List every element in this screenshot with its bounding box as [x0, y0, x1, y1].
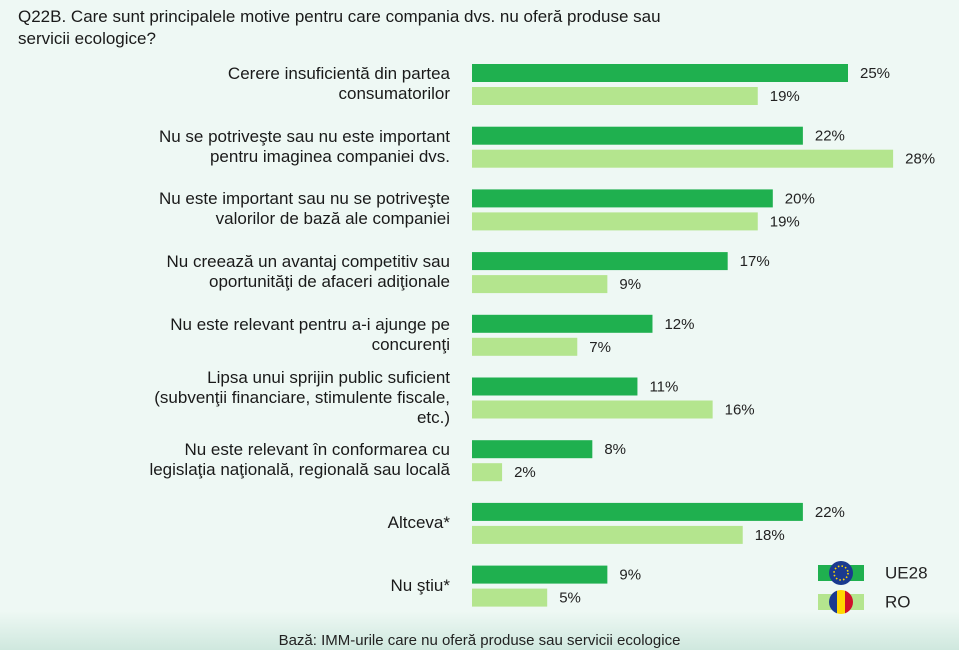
bar — [472, 440, 593, 459]
value-label: 9% — [619, 276, 641, 293]
footnote: Bază: IMM-urile care nu oferă produse sa… — [278, 632, 681, 649]
value-label: 8% — [604, 441, 626, 458]
category-label: Nu este important sau nu se potriveşte v… — [158, 189, 450, 229]
bar — [472, 149, 894, 168]
bar — [472, 565, 608, 584]
category-label: Altceva* — [387, 512, 450, 532]
bar — [472, 525, 743, 544]
value-label: 2% — [514, 464, 536, 481]
bar — [472, 126, 803, 145]
category-label: Nu este relevant pentru a-i ajunge pe co… — [170, 314, 450, 354]
bar — [472, 212, 758, 231]
value-label: 18% — [755, 527, 785, 544]
category-label: Nu ştiu* — [390, 575, 450, 595]
eu-flag — [829, 561, 853, 585]
value-label: 22% — [815, 128, 845, 145]
category-label: Cerere insuficientă din partea consumato… — [227, 64, 450, 103]
bar — [472, 337, 578, 356]
bar — [472, 252, 728, 271]
value-label: 17% — [740, 253, 770, 270]
value-label: 9% — [619, 567, 641, 584]
bar — [472, 64, 848, 82]
category-label: Nu creează un avantaj competitiv sau opo… — [166, 252, 451, 292]
value-label: 16% — [725, 401, 755, 418]
value-label: 22% — [815, 504, 845, 521]
value-label: 7% — [589, 339, 611, 356]
chart-title: Q22B. Care sunt principalele motive pent… — [18, 7, 661, 48]
value-label: 19% — [770, 213, 800, 230]
value-label: 5% — [559, 590, 581, 607]
bar — [472, 502, 803, 521]
bar — [472, 463, 503, 482]
value-label: 11% — [649, 378, 678, 395]
category-label: Nu este relevant în conformarea cu legis… — [149, 440, 450, 480]
value-label: 12% — [664, 316, 694, 333]
value-label: 25% — [860, 65, 890, 82]
legend-label: RO — [885, 592, 911, 611]
bar — [472, 588, 548, 607]
value-label: 20% — [785, 190, 815, 207]
bar — [472, 87, 758, 105]
value-label: 28% — [905, 151, 935, 168]
bar — [472, 314, 653, 333]
bar — [472, 400, 713, 419]
category-label: Lipsa unui sprijin public suficient (sub… — [154, 367, 450, 427]
bar — [472, 275, 608, 294]
category-label: Nu se potriveşte sau nu este important p… — [158, 126, 450, 166]
value-label: 19% — [770, 88, 800, 105]
ro-flag — [829, 590, 853, 614]
bar — [472, 377, 638, 396]
bar — [472, 189, 773, 208]
legend-label: UE28 — [885, 563, 928, 582]
